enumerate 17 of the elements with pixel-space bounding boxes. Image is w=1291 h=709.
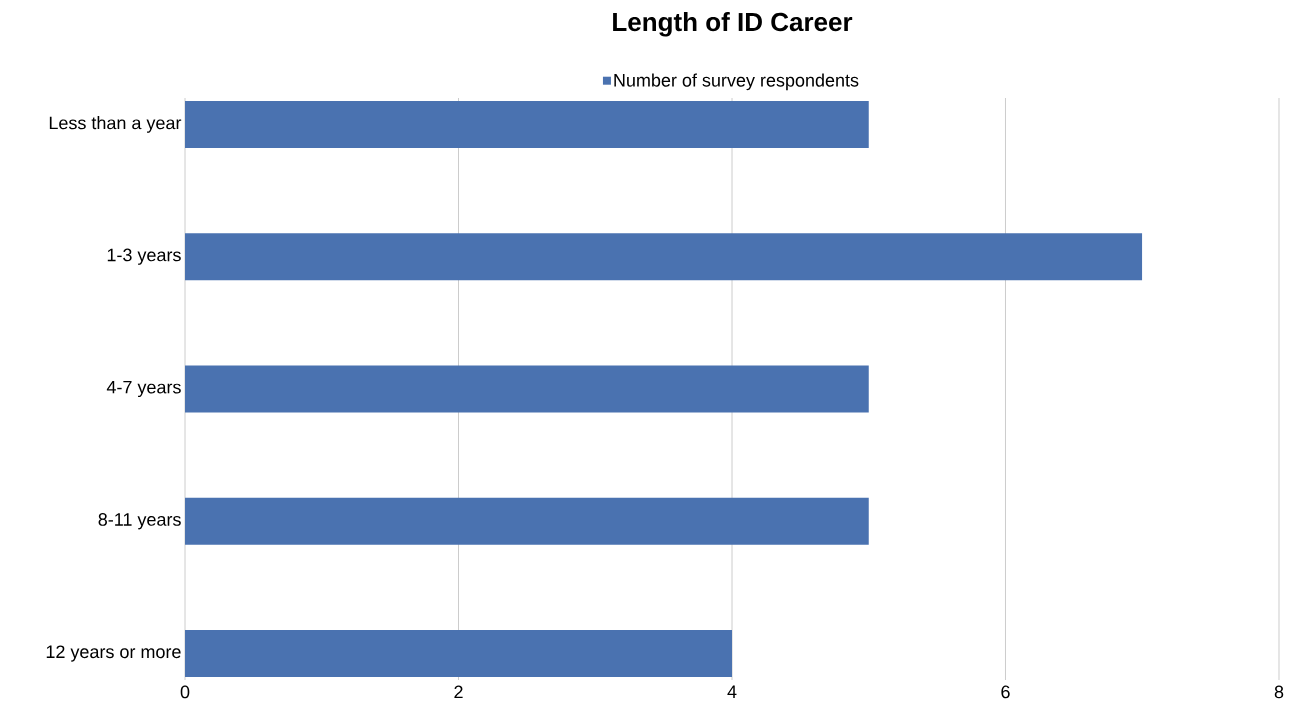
x-tick-label: 4 — [727, 685, 737, 698]
y-tick-label: 12 years or more — [46, 645, 181, 662]
chart-title: Length of ID Career — [613, 12, 853, 37]
bar — [185, 630, 732, 678]
x-tick-label: 6 — [1001, 685, 1010, 699]
bar — [185, 100, 869, 148]
legend-label: Number of survey respondents — [614, 73, 859, 91]
x-tick-label: 0 — [180, 685, 190, 699]
bar — [185, 233, 1143, 281]
bar — [185, 365, 869, 413]
x-tick-label: 8 — [1274, 685, 1284, 699]
y-tick-label: 1-3 years — [107, 248, 181, 265]
x-tick-label: 2 — [454, 685, 463, 699]
y-tick-label: Less than a year — [49, 116, 182, 133]
y-tick-label: 8-11 years — [98, 513, 181, 530]
bar — [185, 497, 869, 545]
y-tick-label: 4-7 years — [106, 380, 181, 398]
